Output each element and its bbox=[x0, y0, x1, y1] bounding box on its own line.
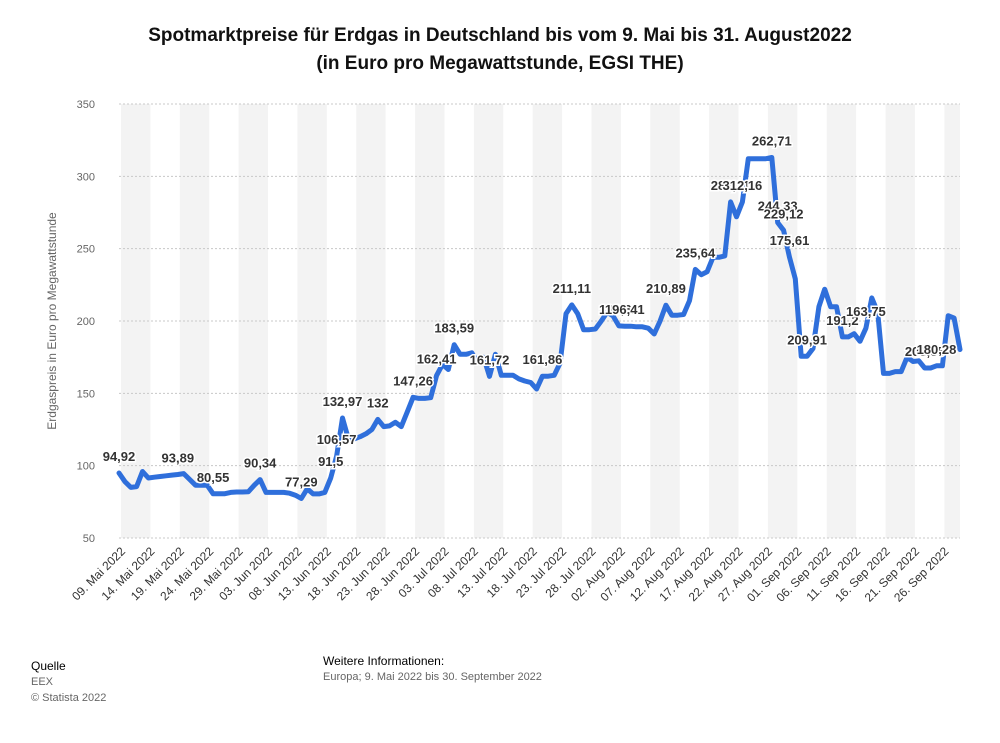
y-tick-label: 100 bbox=[77, 461, 95, 473]
data-label: 77,29 bbox=[285, 475, 318, 490]
data-label: 80,55 bbox=[197, 470, 230, 485]
info-heading: Weitere Informationen: bbox=[323, 654, 445, 668]
y-tick-label: 300 bbox=[77, 171, 95, 183]
info-block: Weitere Informationen: Europa; 9. Mai 20… bbox=[323, 653, 542, 685]
chart-title: Spotmarktpreise für Erdgas in Deutschlan… bbox=[148, 25, 852, 46]
data-label: 94,92 bbox=[103, 449, 136, 464]
y-tick-label: 250 bbox=[77, 244, 95, 256]
data-label: 180,28 bbox=[917, 342, 957, 357]
info-text: Europa; 9. Mai 2022 bis 30. September 20… bbox=[323, 671, 542, 683]
source-heading: Quelle bbox=[31, 659, 66, 673]
data-label: 209,91 bbox=[787, 332, 827, 347]
data-label: 132 bbox=[367, 395, 389, 410]
data-label: 91,5 bbox=[318, 454, 343, 469]
chart-title-block: Spotmarktpreise für Erdgas in Deutschlan… bbox=[0, 22, 1000, 78]
data-label: 191,2 bbox=[826, 313, 859, 328]
chart-subtitle: (in Euro pro Megawattstunde, EGSI THE) bbox=[316, 53, 684, 74]
data-label: 211,11 bbox=[553, 281, 591, 296]
series-line bbox=[116, 155, 963, 501]
data-label: 196,41 bbox=[605, 302, 645, 317]
copyright-line: © Statista 2022 bbox=[31, 692, 107, 704]
data-label: 282,31 bbox=[711, 178, 751, 193]
y-axis-ticks: 50 100 150 200 250 300 350 bbox=[77, 99, 95, 545]
data-label: 210,89 bbox=[646, 281, 686, 296]
data-label: 203,65 bbox=[905, 344, 945, 359]
data-label: 163,75 bbox=[846, 304, 886, 319]
data-label: 147,26 bbox=[393, 373, 433, 388]
data-label: 235,64 bbox=[675, 245, 716, 260]
source-line: EEX bbox=[31, 676, 54, 688]
data-label: 262,71 bbox=[752, 134, 792, 149]
data-label: 162,41 bbox=[417, 351, 457, 366]
y-gridlines bbox=[119, 103, 960, 539]
data-label: 90,34 bbox=[244, 456, 277, 471]
data-label: 175,61 bbox=[770, 233, 810, 248]
y-tick-label: 150 bbox=[77, 388, 95, 400]
y-axis-label: Erdgaspreis in Euro pro Megawattstunde bbox=[45, 212, 59, 430]
data-label: 244,33 bbox=[758, 199, 798, 214]
data-label: 161,72 bbox=[470, 352, 510, 367]
y-tick-label: 200 bbox=[77, 316, 95, 328]
data-label: 161,86 bbox=[523, 352, 563, 367]
source-block: Quelle EEX © Statista 2022 bbox=[31, 658, 106, 706]
data-label: 93,89 bbox=[162, 451, 195, 466]
data-label: 183,59 bbox=[434, 321, 474, 336]
data-label: 196,62 bbox=[599, 302, 639, 317]
data-label: 132,97 bbox=[323, 394, 363, 409]
y-tick-label: 350 bbox=[77, 99, 95, 111]
data-label: 106,57 bbox=[317, 432, 357, 447]
data-label: 312,16 bbox=[723, 178, 763, 193]
y-tick-label: 50 bbox=[83, 533, 95, 545]
data-label: 229,12 bbox=[764, 206, 804, 221]
